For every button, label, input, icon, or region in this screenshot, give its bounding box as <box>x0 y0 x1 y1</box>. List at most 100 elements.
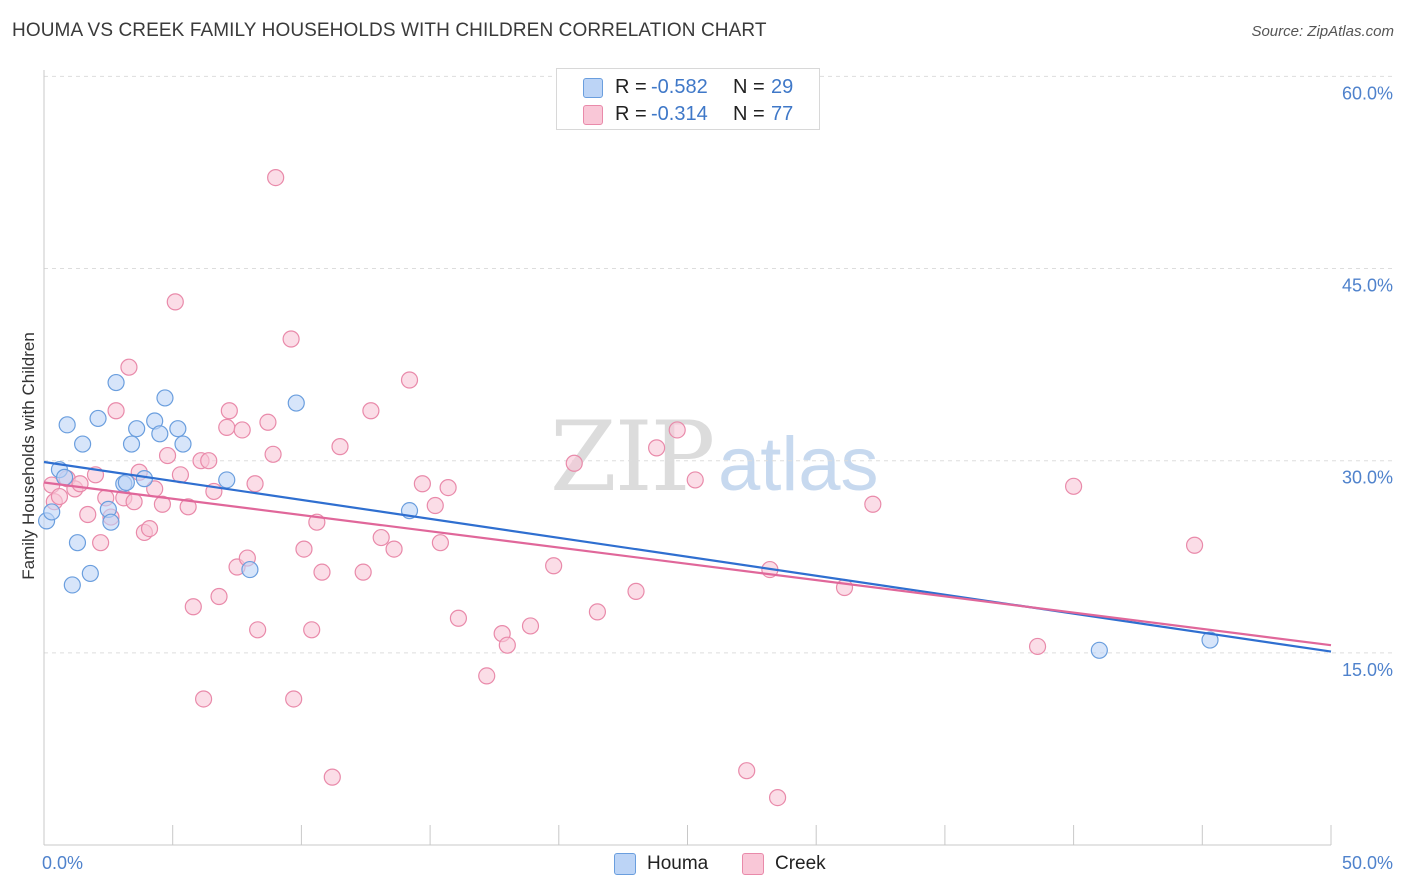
y-tick-label: 30.0% <box>1342 468 1393 488</box>
creek-point <box>79 505 97 524</box>
creek-point <box>400 371 419 389</box>
creek-point <box>426 496 444 515</box>
legend-row-houma: R = -0.582 N = 29 <box>557 75 819 101</box>
creek-point <box>627 582 645 600</box>
creek-legend-label: Creek <box>775 853 826 874</box>
houma-point <box>89 409 107 428</box>
creek-point <box>478 667 496 685</box>
y-tick-labels: 15.0% 30.0% 45.0% 60.0% <box>1342 83 1393 679</box>
y-tick-label: 45.0% <box>1342 276 1393 296</box>
watermark-atlas: atlas <box>718 422 879 507</box>
houma-n-value: 29 <box>771 76 794 98</box>
houma-point <box>63 576 81 594</box>
houma-legend-label: Houma <box>647 853 709 874</box>
creek-point <box>50 487 69 506</box>
creek-point <box>303 621 321 639</box>
data-points <box>37 169 1219 807</box>
source-label: Source: ZipAtlas.com <box>1251 23 1394 40</box>
chart-title: HOUMA VS CREEK FAMILY HOUSEHOLDS WITH CH… <box>12 20 767 41</box>
creek-point <box>249 621 267 639</box>
houma-point <box>43 503 61 521</box>
houma-point <box>107 373 125 392</box>
creek-point <box>323 768 341 786</box>
creek-point <box>295 540 313 558</box>
houma-point <box>174 435 192 453</box>
x-tick-label: 0.0% <box>42 853 83 873</box>
creek-point <box>184 598 202 616</box>
creek-point <box>233 421 251 439</box>
creek-point <box>1064 477 1083 495</box>
houma-r-value: -0.582 <box>651 76 708 98</box>
y-tick-label: 15.0% <box>1342 660 1393 680</box>
houma-point <box>55 468 74 486</box>
creek-point <box>331 438 349 456</box>
creek-point <box>449 609 468 627</box>
houma-point <box>1090 641 1108 659</box>
creek-point <box>285 690 303 708</box>
creek-point <box>413 475 431 493</box>
houma-n-label: N = <box>733 76 765 98</box>
creek-point <box>92 534 110 552</box>
creek-point <box>431 534 449 552</box>
creek-point <box>588 603 607 621</box>
houma-point <box>151 425 169 443</box>
creek-point <box>354 563 372 581</box>
houma-swatch <box>583 78 603 98</box>
creek-point <box>686 471 704 489</box>
houma-point <box>58 416 76 434</box>
houma-point <box>68 534 87 552</box>
creek-point <box>565 454 583 472</box>
creek-point <box>107 402 125 420</box>
creek-r-value: -0.314 <box>651 103 708 125</box>
creek-point <box>267 169 285 187</box>
creek-point <box>738 762 756 780</box>
axes <box>43 70 1332 846</box>
creek-point <box>668 421 686 439</box>
creek-point <box>648 439 666 457</box>
houma-point <box>128 420 146 438</box>
creek-legend-swatch <box>742 853 764 875</box>
creek-point <box>1185 536 1204 554</box>
houma-point <box>81 564 99 583</box>
creek-point <box>71 475 89 493</box>
creek-r-label: R = <box>615 103 647 125</box>
creek-point <box>259 413 277 431</box>
creek-point <box>140 519 159 538</box>
creek-point <box>439 479 457 497</box>
creek-point <box>545 557 563 575</box>
creek-point <box>153 495 172 513</box>
x-tick-label: 50.0% <box>1342 853 1393 873</box>
creek-point <box>521 617 540 635</box>
creek-point <box>179 498 197 516</box>
houma-r-label: R = <box>615 76 647 98</box>
houma-point <box>287 394 305 412</box>
creek-point <box>120 358 138 376</box>
houma-legend-swatch <box>614 853 636 875</box>
creek-point <box>313 563 331 581</box>
creek-point <box>200 452 218 470</box>
creek-n-value: 77 <box>771 103 794 125</box>
houma-point <box>218 471 236 489</box>
houma-point <box>117 473 135 492</box>
houma-point <box>156 389 174 407</box>
creek-point <box>768 789 787 807</box>
houma-point <box>102 513 120 531</box>
y-axis-label: Family Households with Children <box>19 332 38 580</box>
creek-swatch <box>583 105 603 125</box>
creek-point <box>210 587 228 606</box>
creek-point <box>220 402 238 420</box>
creek-point <box>282 330 300 348</box>
legend-row-creek: R = -0.314 N = 77 <box>557 102 819 128</box>
trend-lines <box>43 460 1332 653</box>
creek-point <box>194 690 213 708</box>
y-tick-label: 60.0% <box>1342 83 1393 103</box>
creek-point <box>372 528 390 547</box>
houma-point <box>241 560 259 579</box>
creek-point <box>218 418 236 436</box>
x-tick-labels: 0.0% 50.0% <box>42 853 1393 873</box>
houma-point <box>122 435 141 453</box>
creek-n-label: N = <box>733 103 765 125</box>
creek-point <box>125 493 143 511</box>
creek-point <box>362 402 380 420</box>
